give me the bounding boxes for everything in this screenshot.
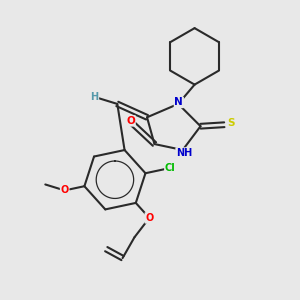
Text: O: O <box>61 185 69 195</box>
Text: S: S <box>227 118 235 128</box>
Text: N: N <box>175 98 183 107</box>
Text: Cl: Cl <box>165 163 176 173</box>
Text: O: O <box>126 116 135 126</box>
Text: H: H <box>90 92 98 101</box>
Text: O: O <box>145 213 154 223</box>
Text: NH: NH <box>176 148 192 158</box>
